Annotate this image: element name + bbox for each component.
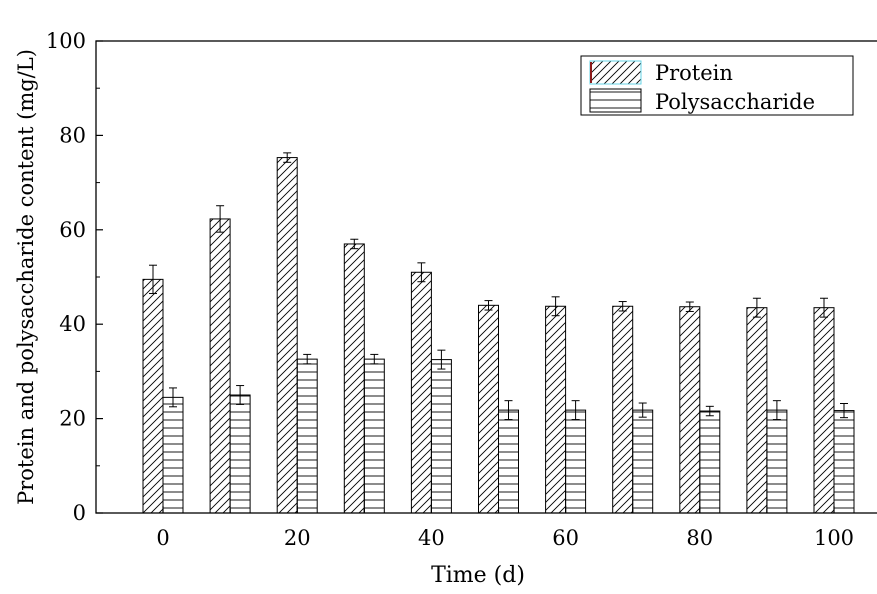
x-tick-label: 20 [284, 526, 311, 550]
protein-bar [813, 307, 835, 514]
protein-bar [612, 305, 634, 514]
polysaccharide-bar [498, 409, 519, 514]
polysaccharide-bar [699, 410, 721, 514]
polysaccharide-bar [229, 394, 251, 514]
x-tick-label: 80 [686, 526, 713, 550]
y-tick-label: 20 [59, 407, 86, 431]
y-tick-label: 40 [59, 312, 86, 336]
y-tick-label: 100 [46, 29, 86, 53]
protein-bar [478, 304, 499, 514]
polysaccharide-bar [632, 409, 654, 514]
x-axis-label: Time (d) [431, 563, 525, 588]
legend: Protein Polysaccharide [580, 55, 854, 116]
protein-bar [679, 306, 701, 514]
y-tick-label: 0 [73, 501, 86, 525]
x-tick-label: 60 [552, 526, 579, 550]
polysaccharide-bar [363, 358, 385, 514]
protein-bar [343, 243, 365, 514]
bars-group [142, 152, 855, 514]
x-axis: 0 20 40 60 80 100 [156, 506, 854, 550]
legend-label-polysaccharide: Polysaccharide [655, 90, 815, 114]
polysaccharide-bar [162, 396, 184, 514]
protein-bar [142, 278, 164, 514]
x-tick-label: 100 [814, 526, 854, 550]
protein-bar [746, 307, 768, 514]
protein-bar [209, 218, 231, 514]
y-axis: 0 20 40 60 80 100 [46, 29, 103, 525]
polysaccharide-bar [833, 410, 855, 514]
y-tick-label: 60 [59, 218, 86, 242]
x-tick-label: 0 [156, 526, 169, 550]
polysaccharide-bar [430, 359, 452, 514]
protein-bar [276, 157, 298, 514]
legend-swatch-polysaccharide [589, 88, 642, 113]
polysaccharide-bar [565, 409, 587, 514]
legend-swatch-protein [589, 60, 642, 85]
x-tick-label: 40 [418, 526, 445, 550]
protein-bar [545, 305, 567, 514]
polysaccharide-bar [766, 409, 788, 514]
y-tick-label: 80 [59, 123, 86, 147]
legend-label-protein: Protein [655, 61, 733, 85]
polysaccharide-bar [296, 358, 318, 514]
y-axis-label: Protein and polysaccharide content (mg/L… [14, 49, 38, 505]
protein-bar [410, 271, 432, 514]
